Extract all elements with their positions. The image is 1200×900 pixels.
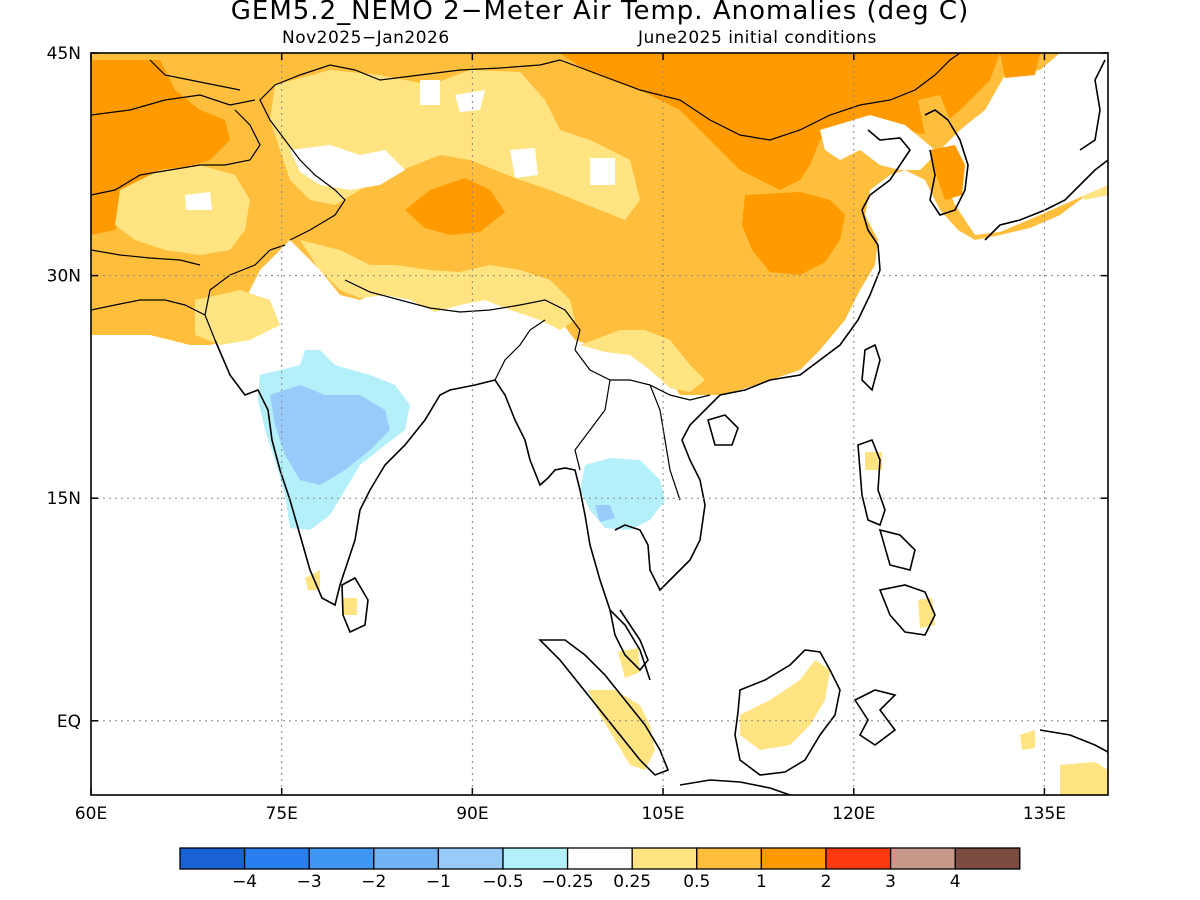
colorbar-swatch (631, 847, 698, 870)
colorbar-swatch (437, 847, 504, 870)
anomaly-region-0-5-1-indochina (580, 330, 705, 392)
colorbar-swatch (502, 847, 569, 870)
colorbar-label: −1 (426, 872, 451, 892)
coastline-newguinea (1039, 729, 1108, 753)
coastline-luzon (857, 438, 886, 527)
coastline-korea (924, 109, 969, 216)
tick-label-lon: 105E (641, 804, 684, 824)
colorbar-swatch (954, 847, 1021, 870)
colorbar-label: 0.25 (613, 872, 651, 892)
anomaly-region-1-2-korea (918, 95, 950, 140)
anomaly-region-0-5-1-sumatra (588, 690, 655, 770)
border-himalaya (344, 279, 581, 351)
colorbar-label: −2 (361, 872, 386, 892)
coastline-india (214, 339, 496, 607)
anomaly-region-0-5-1-newguinea (1060, 762, 1108, 795)
anomaly-region-2-3-korea (930, 53, 1040, 200)
border-central-asia (91, 59, 256, 116)
tick-label-lon: 75E (266, 804, 298, 824)
anomaly-region-0-5-1-malaya (618, 648, 640, 678)
coastline-hainan (707, 414, 739, 446)
border-myanmar-india (494, 319, 546, 381)
coastlines (91, 53, 1108, 795)
coastline-visayas (878, 528, 916, 571)
plot-frame (90, 52, 1109, 796)
coastline-borneo (734, 649, 841, 776)
tick-label-lon: 120E (832, 804, 875, 824)
coastline-japan-north (1079, 59, 1106, 151)
coastline-china (719, 129, 911, 396)
forecast-period: Nov2025−Jan2026 (282, 28, 450, 48)
colorbar-label: 2 (821, 872, 832, 892)
coastline-indochina (614, 394, 721, 592)
border-pakistan (91, 244, 286, 341)
initial-conditions: June2025 initial conditions (638, 28, 877, 48)
coastline-myanmar (494, 379, 651, 681)
map-title: GEM5.2_NEMO 2−Meter Air Temp. Anomalies … (230, 0, 970, 26)
anomaly-region-0-5-1-borneo (740, 660, 830, 750)
coastline-taiwan (861, 343, 881, 392)
border-china-west (259, 59, 561, 241)
coastline-java (679, 779, 791, 795)
tick-label-lon: 90E (456, 804, 488, 824)
gridlines (91, 53, 1108, 795)
anomaly-region-2-3-china (742, 192, 845, 275)
anomaly-region-0-5-1-srilanka (305, 570, 357, 615)
anomaly-region-0-5-1-sulawesi (1020, 730, 1035, 750)
tick-label-lon: 135E (1023, 804, 1066, 824)
anomaly-region-0-5-1-philippines (865, 452, 935, 628)
colorbar: −4 −3 −2 −1 −0.5 −0.25 0.25 0.5 1 2 3 4 (179, 847, 1021, 892)
neutral-pocket-2 (290, 145, 405, 190)
coastline-malaya (609, 609, 649, 672)
anomaly-region-2-3-mongolia (560, 53, 1000, 190)
anomaly-region-neg-0-5-1-india (270, 385, 390, 485)
colorbar-label: −4 (232, 872, 257, 892)
coastline-sulawesi (853, 689, 897, 746)
colorbar-label: 4 (950, 872, 961, 892)
tick-label-lat: 15N (47, 489, 81, 509)
tick-label-lon: 60E (75, 804, 107, 824)
colorbar-label: 3 (885, 872, 896, 892)
colorbar-swatch (566, 847, 633, 870)
border-afghanistan (91, 109, 261, 196)
colorbar-swatch (760, 847, 827, 870)
colorbar-swatch (243, 847, 310, 870)
anomaly-region-neg-0-25-0-5-thailand (580, 458, 665, 530)
tick-label-lat: 45N (47, 44, 81, 64)
colorbar-label: 1 (756, 872, 767, 892)
colorbar-label: −0.5 (482, 872, 523, 892)
border-iran (91, 249, 201, 266)
colorbar-swatch (308, 847, 375, 870)
coastline-japan (984, 159, 1108, 241)
border-indochina (574, 349, 711, 501)
anomaly-shading (91, 53, 1108, 795)
anomaly-region-neg-0-5-1-thailand (595, 505, 615, 522)
coastline-sumatra (538, 639, 670, 776)
axis-ticks: 60E 75E 90E 105E 120E 135E 45N 30N 15N EQ (47, 44, 1108, 824)
tick-label-lat: EQ (57, 712, 81, 732)
neutral-region-yellow-sea (820, 53, 1108, 235)
colorbar-label: −3 (297, 872, 322, 892)
border-mongolia (559, 53, 961, 141)
colorbar-swatch (373, 847, 440, 870)
anomaly-region-0-5-1-iran (115, 165, 250, 255)
coastline-mindanao (878, 584, 936, 636)
coastline-srilanka (341, 576, 369, 634)
colorbar-label: 0.5 (683, 872, 710, 892)
colorbar-swatch (179, 847, 246, 870)
tick-label-lat: 30N (47, 267, 81, 287)
political-borders (91, 53, 961, 501)
anomaly-region-2-3-tibet (405, 178, 505, 235)
colorbar-swatch (696, 847, 763, 870)
anomaly-region-0-5-1-punjab (195, 290, 280, 345)
colorbar-swatch (825, 847, 892, 870)
colorbar-swatch (889, 847, 956, 870)
colorbar-label: −0.25 (542, 872, 594, 892)
